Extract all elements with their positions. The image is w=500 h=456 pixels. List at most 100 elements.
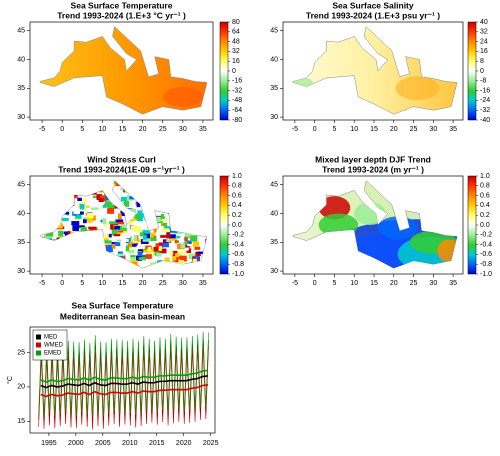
colorbar-tick-label: 24 [480,38,488,45]
field-patch [107,208,115,214]
field-patch [82,198,87,205]
field-patch [142,234,147,240]
field-patch [142,198,150,203]
field-patch [156,216,161,222]
field-patch [137,251,143,256]
x-tick-label: 25 [410,126,418,133]
field-patch [142,238,151,242]
y-tick-label: 30 [270,268,278,275]
field-patch [133,235,137,241]
field-patch [177,193,182,198]
field-patch [80,226,88,232]
field-patch [127,208,136,213]
field-patch [180,212,188,216]
field-patch [44,205,50,209]
field-patch [140,196,146,202]
field-patch [78,258,84,265]
colorbar-tick-label: -80 [232,117,242,124]
field-patch [120,260,127,264]
field-patch [83,234,90,237]
field-patch [190,199,194,205]
field-patch [154,260,159,264]
colorbar-tick-label: -16 [232,78,242,85]
field-patch [64,247,68,252]
field-patch [163,222,167,227]
field-patch [114,242,121,247]
field-patch [40,247,44,251]
x-tick-label: 10 [98,280,106,287]
field-patch [54,183,59,187]
field-patch [130,254,137,261]
field-patch [292,77,313,88]
field-patch [160,213,165,220]
field-patch [76,258,84,263]
colorbar-tick-label: -0.2 [480,232,492,239]
field-patch [196,180,204,184]
field-patch [190,186,194,193]
field-patch [204,183,207,186]
field-patch [209,184,214,189]
field-patch [44,196,51,203]
field-patch [138,180,143,183]
field-patch [36,187,40,190]
field-patch [153,246,162,252]
field-patch [70,233,77,239]
field-patch [206,253,207,260]
field-patch [179,185,188,190]
field-patch [50,189,59,193]
field-patch [157,228,161,232]
field-patch [104,237,108,241]
mean-line [40,375,209,389]
field-patch [62,187,69,190]
field-patch [98,266,106,269]
field-patch [100,264,106,269]
field-patch [76,253,81,259]
field-patch [31,258,36,264]
y-tick-label: 35 [270,85,278,92]
field-patch [107,183,111,190]
colorbar-tick-label: 0.8 [232,183,242,190]
field-patch [83,240,90,245]
field-patch [157,181,165,186]
x-tick-label: 35 [199,126,207,133]
y-tick-label: 45 [17,181,25,188]
field-patch [114,225,121,230]
field-patch [177,206,186,211]
map-subtitle: Trend 1993-2024 (m yr⁻¹ ) [322,164,424,174]
field-patch [115,180,123,187]
map-title: Mixed layer depth DJF Trend [315,154,431,164]
field-patch [192,188,197,194]
field-patch [142,243,149,247]
field-patch [53,180,58,185]
field-patch [79,243,85,247]
colorbar-tick-label: -16 [480,87,490,94]
field-patch [177,188,184,194]
field-patch [82,219,87,224]
field-patch [156,252,162,259]
y-tick-label: 25 [17,349,25,356]
sea-pattern [31,180,214,273]
field-patch [59,250,67,254]
field-patch [45,231,54,237]
field-patch [197,213,201,217]
field-patch [154,197,160,202]
field-patch [187,243,193,247]
colorbar-tick-label: 0.6 [480,192,490,199]
field-patch [133,241,138,244]
field-patch [72,255,80,258]
field-patch [115,219,124,224]
field-patch [78,253,84,257]
x-tick-label: 30 [179,280,187,287]
field-patch [162,191,170,195]
x-tick-label: 0 [313,280,317,287]
series-line [38,345,209,430]
colorbar-tick-label: 40 [480,19,488,26]
field-patch [186,215,191,222]
field-patch [189,270,193,273]
field-patch [40,245,43,249]
field-patch [180,255,187,262]
x-tick-label: 25 [410,280,418,287]
field-patch [201,269,206,271]
field-patch [159,225,164,231]
field-patch [196,220,204,225]
